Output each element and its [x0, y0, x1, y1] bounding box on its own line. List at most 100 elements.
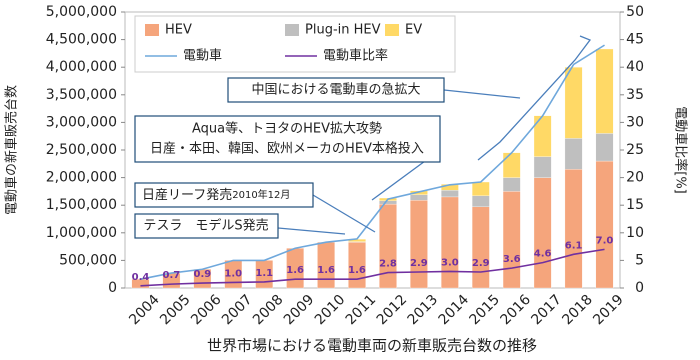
chart-title: 世界市場における電動車両の新車販売台数の推移	[207, 337, 537, 355]
y2-tick-label: 10	[626, 225, 644, 241]
data-label: 4.6	[534, 249, 552, 260]
bar-segment	[533, 156, 552, 178]
annotation: テスラ モデルS発売	[143, 218, 268, 234]
y-tick-label: 2,000,000	[46, 170, 117, 186]
legend-label: HEV	[165, 23, 192, 38]
y2-tick-label: 50	[626, 4, 644, 20]
y2-tick-label: 30	[626, 114, 644, 130]
bar-segment	[595, 48, 614, 134]
bar-segment	[595, 133, 614, 162]
y-tick-label: 3,500,000	[46, 87, 117, 103]
x-tick-label: 2007	[219, 292, 256, 329]
bar-segment	[441, 196, 459, 289]
annotation: 日産リーフ発売2010年12月	[142, 187, 290, 203]
data-label: 0.7	[163, 270, 181, 281]
bracket	[477, 35, 592, 161]
bar-segment	[410, 194, 428, 201]
bar-segment	[564, 138, 583, 170]
callout	[134, 213, 279, 239]
y2-tick-label: 0	[635, 280, 644, 296]
legend-label: 電動車	[183, 49, 222, 64]
data-label: 0.9	[193, 269, 211, 280]
y2-tick-label: 25	[626, 142, 644, 158]
y-tick-label: 3,000,000	[46, 114, 117, 130]
y2-axis-label: 電動車比率[%]	[673, 106, 689, 194]
data-label: 6.1	[565, 240, 583, 251]
bar-segment	[471, 206, 490, 289]
annotation-note: 2010年12月	[232, 188, 290, 201]
data-label: 2.9	[472, 258, 490, 269]
x-tick-label: 2012	[374, 292, 411, 329]
x-tick-label: 2018	[559, 292, 596, 329]
legend-label: Plug-in HEV	[305, 23, 381, 38]
x-tick-label: 2009	[281, 292, 318, 329]
y-tick-label: 1,500,000	[46, 197, 117, 213]
x-tick-label: 2015	[467, 292, 504, 329]
y-tick-label: 2,500,000	[46, 142, 117, 158]
callout	[134, 182, 314, 208]
data-label: 1.6	[286, 265, 304, 276]
legend-label: 電動車比率	[323, 48, 388, 64]
arrow	[312, 194, 376, 233]
x-tick-label: 2011	[343, 292, 380, 329]
y2-tick-label: 35	[626, 87, 644, 103]
bar-segment	[410, 200, 428, 289]
annotation: 中国における電動車の急拡大	[251, 83, 420, 98]
arrow	[443, 89, 521, 99]
data-label: 1.0	[224, 268, 242, 279]
x-tick-label: 2013	[405, 292, 442, 329]
bar-segment	[533, 177, 552, 289]
line	[140, 44, 605, 280]
data-label: 1.6	[348, 265, 366, 276]
bar-segment	[379, 200, 397, 205]
y-tick-label: 5,000,000	[46, 4, 117, 20]
y-tick-label: 500,000	[59, 252, 117, 268]
bar-segment	[379, 203, 397, 289]
y2-tick-label: 5	[635, 252, 644, 268]
bar-segment	[471, 195, 490, 208]
data-label: 3.0	[441, 257, 459, 268]
arrow	[277, 227, 346, 235]
y-tick-label: 4,500,000	[46, 32, 117, 48]
data-label: 2.8	[379, 259, 397, 270]
x-tick-label: 2017	[528, 292, 565, 329]
callout	[134, 115, 441, 163]
y2-tick-label: 20	[626, 170, 644, 186]
bar-segment	[595, 160, 614, 289]
bar-segment	[471, 181, 490, 196]
legend-swatch	[145, 24, 159, 36]
x-tick-label: 2014	[436, 292, 473, 329]
x-tick-label: 2005	[157, 292, 194, 329]
data-label: 2.9	[410, 258, 428, 269]
bar-segment	[564, 67, 583, 139]
x-tick-label: 2008	[250, 292, 287, 329]
bar-segment	[410, 190, 428, 195]
callout	[227, 77, 445, 103]
x-tick-label: 2016	[497, 292, 534, 329]
bar-segment	[564, 169, 583, 289]
data-label: 7.0	[596, 235, 614, 246]
data-label: 3.6	[503, 254, 521, 265]
legend-swatch	[285, 24, 299, 36]
data-label: 1.6	[317, 265, 335, 276]
bar-segment	[502, 152, 521, 178]
line	[140, 248, 605, 287]
annotation-text: 日産リーフ発売	[142, 187, 232, 203]
x-tick-label: 2010	[312, 292, 349, 329]
legend-label: EV	[405, 23, 422, 38]
bar-segment	[502, 191, 521, 289]
y2-tick-label: 40	[626, 59, 644, 75]
bar-segment	[441, 190, 459, 198]
annotation: 日産・本田、韓国、欧州メーカのHEV本格投入	[150, 141, 424, 157]
x-tick-label: 2006	[188, 292, 225, 329]
y2-tick-label: 15	[626, 197, 644, 213]
y2-tick-label: 45	[626, 32, 644, 48]
data-label: 0.4	[132, 272, 150, 283]
x-tick-label: 2019	[590, 292, 627, 329]
y-tick-label: 0	[108, 280, 117, 296]
data-label: 1.1	[255, 268, 273, 279]
legend-swatch	[385, 24, 399, 36]
y-axis-label: 電動車の新車販売台数	[4, 85, 20, 215]
y-tick-label: 4,000,000	[46, 59, 117, 75]
